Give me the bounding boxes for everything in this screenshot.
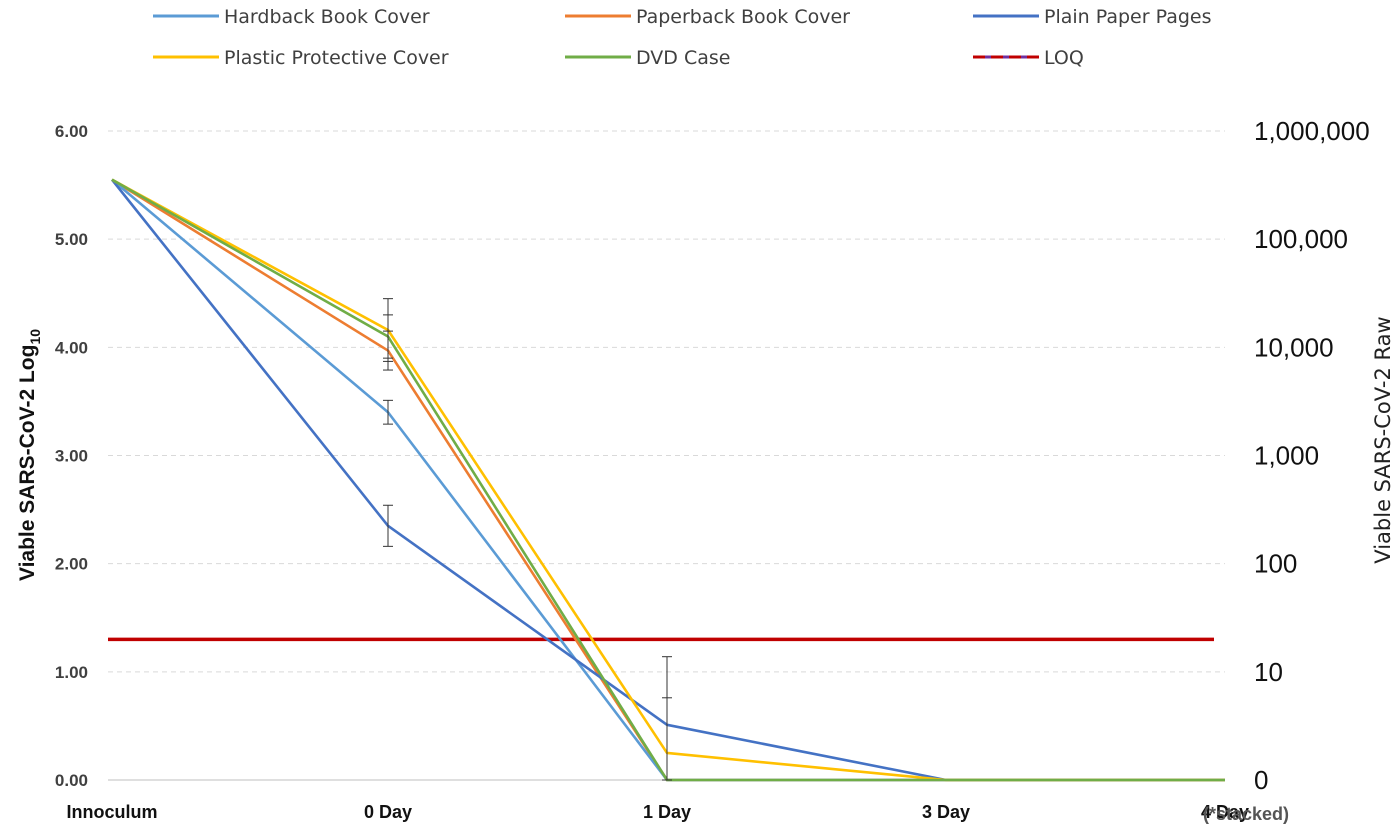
legend-label-dvd-case: DVD Case xyxy=(636,47,730,69)
stacked-note: (*stacked) xyxy=(1203,804,1289,824)
left-axis-title-main: Viable SARS-CoV-2 Log xyxy=(16,345,39,582)
left-tick-3-00: 3.00 xyxy=(55,447,88,466)
legend-item-plain-paper-pages: Plain Paper Pages xyxy=(973,6,1211,28)
x-tick-0-day: 0 Day xyxy=(364,802,412,822)
legend-label-paperback-book-cover: Paperback Book Cover xyxy=(636,6,850,28)
left-axis-title: Viable SARS-CoV-2 Log10 xyxy=(16,329,43,581)
series-lines xyxy=(110,178,1225,782)
x-tick-3-day: 3 Day xyxy=(922,802,970,822)
left-tick-5-00: 5.00 xyxy=(55,230,88,249)
right-y-tick-labels: 0 10 100 1,000 10,000 100,000 1,000,000 xyxy=(1254,116,1370,795)
left-tick-0-00: 0.00 xyxy=(55,771,88,790)
right-tick-0: 0 xyxy=(1254,765,1268,795)
right-tick-1-000: 1,000 xyxy=(1254,441,1319,471)
left-y-tick-labels: 0.00 1.00 2.00 3.00 4.00 5.00 6.00 xyxy=(55,122,88,790)
legend-item-hardback-book-cover: Hardback Book Cover xyxy=(153,6,430,28)
error-bars xyxy=(383,298,672,781)
series-line-plastic-protective-cover xyxy=(111,178,1225,782)
left-tick-4-00: 4.00 xyxy=(55,338,88,357)
legend-label-hardback-book-cover: Hardback Book Cover xyxy=(224,6,430,28)
error-bar-plain-paper-pages-0-day xyxy=(383,504,393,547)
x-tick-labels: Innoculum 0 Day 1 Day 3 Day 4 Day xyxy=(67,802,1250,822)
x-tick-1-day: 1 Day xyxy=(643,802,691,822)
x-tick-innoculum: Innoculum xyxy=(67,802,158,822)
error-bar-hardback-book-cover-0-day xyxy=(383,399,393,425)
right-axis-title: Viable SARS-CoV-2 Raw xyxy=(1371,316,1395,563)
legend-label-plain-paper-pages: Plain Paper Pages xyxy=(1044,6,1211,28)
error-bar-dvd-case-0-day xyxy=(383,314,393,359)
right-tick-100-000: 100,000 xyxy=(1254,224,1348,254)
left-tick-6-00: 6.00 xyxy=(55,122,88,141)
error-bar-plastic-protective-cover-1-day xyxy=(662,697,672,781)
x-tick-4-day: 4 Day xyxy=(1201,802,1249,822)
right-tick-100: 100 xyxy=(1254,549,1297,579)
right-tick-10: 10 xyxy=(1254,657,1283,687)
left-tick-2-00: 2.00 xyxy=(55,555,88,574)
legend-item-plastic-protective-cover: Plastic Protective Cover xyxy=(153,47,449,69)
legend: Hardback Book Cover Paperback Book Cover P… xyxy=(153,6,1211,69)
right-tick-10-000: 10,000 xyxy=(1254,332,1334,362)
legend-item-paperback-book-cover: Paperback Book Cover xyxy=(565,6,850,28)
legend-item-dvd-case: DVD Case xyxy=(565,47,730,69)
left-tick-1-00: 1.00 xyxy=(55,663,88,682)
right-tick-1-000-000: 1,000,000 xyxy=(1254,116,1370,146)
legend-label-loq: LOQ xyxy=(1044,47,1084,69)
left-axis-title-subscript: 10 xyxy=(27,329,43,345)
legend-item-loq: LOQ xyxy=(973,47,1084,69)
legend-label-plastic-protective-cover: Plastic Protective Cover xyxy=(224,47,449,69)
